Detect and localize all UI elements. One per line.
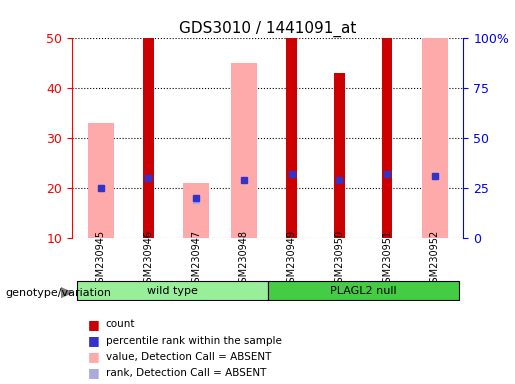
Text: GSM230952: GSM230952 (430, 230, 440, 289)
Text: ■: ■ (88, 318, 99, 331)
Bar (183, 183, 209, 238)
Bar (143, 33, 153, 238)
Text: ■: ■ (88, 366, 99, 379)
Text: GSM230947: GSM230947 (191, 230, 201, 289)
Text: GSM230948: GSM230948 (239, 230, 249, 289)
Bar (286, 0, 297, 238)
Bar (334, 73, 345, 238)
Text: value, Detection Call = ABSENT: value, Detection Call = ABSENT (106, 352, 271, 362)
Title: GDS3010 / 1441091_at: GDS3010 / 1441091_at (179, 21, 356, 37)
Text: GSM230951: GSM230951 (382, 230, 392, 289)
Text: genotype/variation: genotype/variation (5, 288, 111, 298)
Text: GSM230950: GSM230950 (334, 230, 345, 289)
Text: rank, Detection Call = ABSENT: rank, Detection Call = ABSENT (106, 368, 266, 378)
Text: GSM230946: GSM230946 (144, 230, 153, 289)
Text: ■: ■ (88, 350, 99, 363)
Bar (231, 63, 257, 238)
Text: PLAGL2 null: PLAGL2 null (330, 286, 397, 296)
Bar (88, 123, 114, 238)
Text: ■: ■ (88, 334, 99, 347)
Polygon shape (61, 288, 72, 298)
Text: count: count (106, 319, 135, 329)
Bar (268, 281, 459, 300)
Text: percentile rank within the sample: percentile rank within the sample (106, 336, 282, 346)
Bar (382, 3, 392, 238)
Text: GSM230945: GSM230945 (96, 230, 106, 289)
Text: wild type: wild type (147, 286, 198, 296)
Bar (77, 281, 268, 300)
Bar (422, 0, 448, 238)
Text: GSM230949: GSM230949 (287, 230, 297, 289)
